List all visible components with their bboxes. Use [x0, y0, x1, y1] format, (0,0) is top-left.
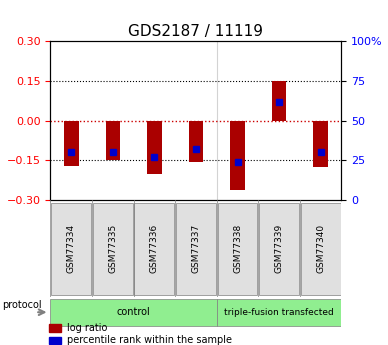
FancyBboxPatch shape — [301, 203, 341, 295]
Text: percentile rank within the sample: percentile rank within the sample — [67, 335, 232, 345]
FancyBboxPatch shape — [93, 203, 133, 295]
Title: GDS2187 / 11119: GDS2187 / 11119 — [128, 24, 263, 39]
Text: GSM77340: GSM77340 — [316, 224, 325, 273]
Bar — [272, 81, 286, 121]
Bar — [64, 121, 78, 166]
Bar — [147, 121, 162, 174]
Bar — [106, 121, 120, 160]
FancyBboxPatch shape — [217, 299, 341, 326]
Text: log ratio: log ratio — [67, 323, 107, 333]
Text: protocol: protocol — [3, 300, 42, 310]
Text: triple-fusion transfected: triple-fusion transfected — [224, 308, 334, 317]
FancyBboxPatch shape — [218, 203, 258, 295]
Bar — [230, 121, 245, 189]
Bar — [189, 121, 203, 162]
Bar — [314, 121, 328, 167]
Text: GSM77337: GSM77337 — [191, 224, 201, 273]
FancyBboxPatch shape — [176, 203, 216, 295]
Text: GSM77338: GSM77338 — [233, 224, 242, 273]
FancyBboxPatch shape — [134, 203, 174, 295]
Bar — [49, 337, 61, 344]
Text: GSM77339: GSM77339 — [275, 224, 284, 273]
FancyBboxPatch shape — [51, 203, 91, 295]
Text: GSM77334: GSM77334 — [67, 224, 76, 273]
Text: control: control — [117, 307, 151, 317]
Text: GSM77335: GSM77335 — [108, 224, 117, 273]
Text: GSM77336: GSM77336 — [150, 224, 159, 273]
FancyBboxPatch shape — [259, 203, 299, 295]
Bar — [49, 324, 61, 332]
FancyBboxPatch shape — [50, 299, 217, 326]
